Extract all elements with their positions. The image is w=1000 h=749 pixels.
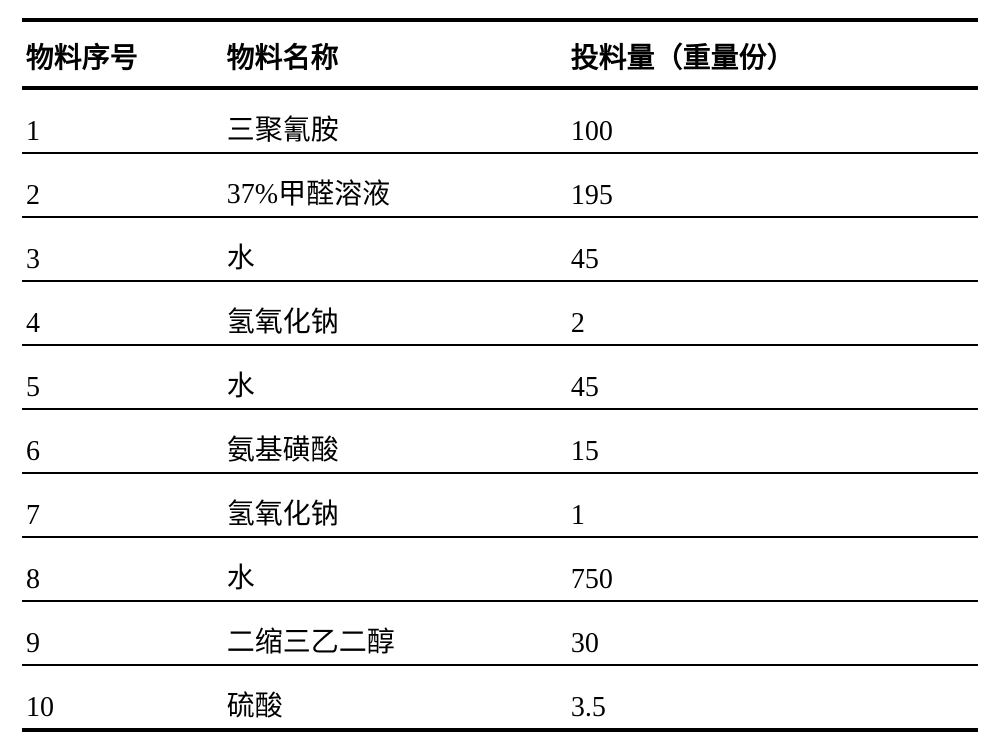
cell-name: 水 bbox=[223, 537, 567, 601]
cell-index: 3 bbox=[22, 217, 223, 281]
cell-amount: 195 bbox=[567, 153, 978, 217]
cell-name: 氨基磺酸 bbox=[223, 409, 567, 473]
cell-index: 5 bbox=[22, 345, 223, 409]
table-row: 3 水 45 bbox=[22, 217, 978, 281]
cell-amount: 1 bbox=[567, 473, 978, 537]
cell-name: 硫酸 bbox=[223, 665, 567, 730]
cell-index: 8 bbox=[22, 537, 223, 601]
cell-name: 37%甲醛溶液 bbox=[223, 153, 567, 217]
cell-amount: 45 bbox=[567, 345, 978, 409]
cell-amount: 100 bbox=[567, 88, 978, 153]
cell-name: 水 bbox=[223, 345, 567, 409]
table-row: 7 氢氧化钠 1 bbox=[22, 473, 978, 537]
cell-name: 二缩三乙二醇 bbox=[223, 601, 567, 665]
col-header-name: 物料名称 bbox=[223, 20, 567, 88]
cell-index: 9 bbox=[22, 601, 223, 665]
cell-amount: 2 bbox=[567, 281, 978, 345]
cell-amount: 3.5 bbox=[567, 665, 978, 730]
table-row: 5 水 45 bbox=[22, 345, 978, 409]
cell-name: 水 bbox=[223, 217, 567, 281]
cell-amount: 750 bbox=[567, 537, 978, 601]
table-row: 1 三聚氰胺 100 bbox=[22, 88, 978, 153]
cell-amount: 30 bbox=[567, 601, 978, 665]
materials-table: 物料序号 物料名称 投料量（重量份） 1 三聚氰胺 100 2 37%甲醛溶液 … bbox=[22, 18, 978, 732]
col-header-index: 物料序号 bbox=[22, 20, 223, 88]
cell-amount: 45 bbox=[567, 217, 978, 281]
table-row: 10 硫酸 3.5 bbox=[22, 665, 978, 730]
table-row: 2 37%甲醛溶液 195 bbox=[22, 153, 978, 217]
cell-index: 1 bbox=[22, 88, 223, 153]
page: 物料序号 物料名称 投料量（重量份） 1 三聚氰胺 100 2 37%甲醛溶液 … bbox=[0, 0, 1000, 749]
col-header-amount: 投料量（重量份） bbox=[567, 20, 978, 88]
cell-index: 2 bbox=[22, 153, 223, 217]
cell-index: 6 bbox=[22, 409, 223, 473]
table-row: 4 氢氧化钠 2 bbox=[22, 281, 978, 345]
cell-index: 7 bbox=[22, 473, 223, 537]
cell-index: 4 bbox=[22, 281, 223, 345]
cell-name: 氢氧化钠 bbox=[223, 473, 567, 537]
cell-index: 10 bbox=[22, 665, 223, 730]
cell-amount: 15 bbox=[567, 409, 978, 473]
cell-name: 氢氧化钠 bbox=[223, 281, 567, 345]
table-row: 9 二缩三乙二醇 30 bbox=[22, 601, 978, 665]
cell-name: 三聚氰胺 bbox=[223, 88, 567, 153]
table-row: 6 氨基磺酸 15 bbox=[22, 409, 978, 473]
table-row: 8 水 750 bbox=[22, 537, 978, 601]
table-header-row: 物料序号 物料名称 投料量（重量份） bbox=[22, 20, 978, 88]
